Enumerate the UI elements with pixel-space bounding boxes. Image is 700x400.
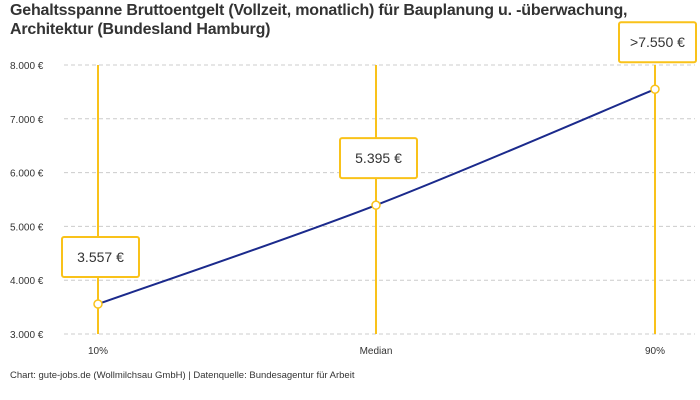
x-tick-label: 90% <box>645 346 665 357</box>
data-label-box <box>618 21 697 64</box>
data-label: 3.557 € <box>77 249 124 265</box>
data-label: >7.550 € <box>630 34 685 50</box>
data-label-box <box>61 236 140 279</box>
y-tick-label: 4.000 € <box>10 276 44 287</box>
y-tick-label: 3.000 € <box>10 330 44 341</box>
x-tick-label: 10% <box>88 346 108 357</box>
data-point <box>371 200 381 210</box>
y-tick-label: 6.000 € <box>10 169 44 180</box>
chart-title: Gehaltsspanne Bruttoentgelt (Vollzeit, m… <box>10 2 628 38</box>
data-label-box <box>339 137 418 180</box>
data-point <box>650 84 660 94</box>
chart-source: Chart: gute-jobs.de (Wollmilchsau GmbH) … <box>10 370 355 381</box>
data-point <box>93 299 103 309</box>
y-tick-label: 5.000 € <box>10 222 44 233</box>
data-label: 5.395 € <box>355 150 402 166</box>
x-tick-label: Median <box>360 346 393 357</box>
y-tick-label: 8.000 € <box>10 61 44 72</box>
y-tick-label: 7.000 € <box>10 115 44 126</box>
